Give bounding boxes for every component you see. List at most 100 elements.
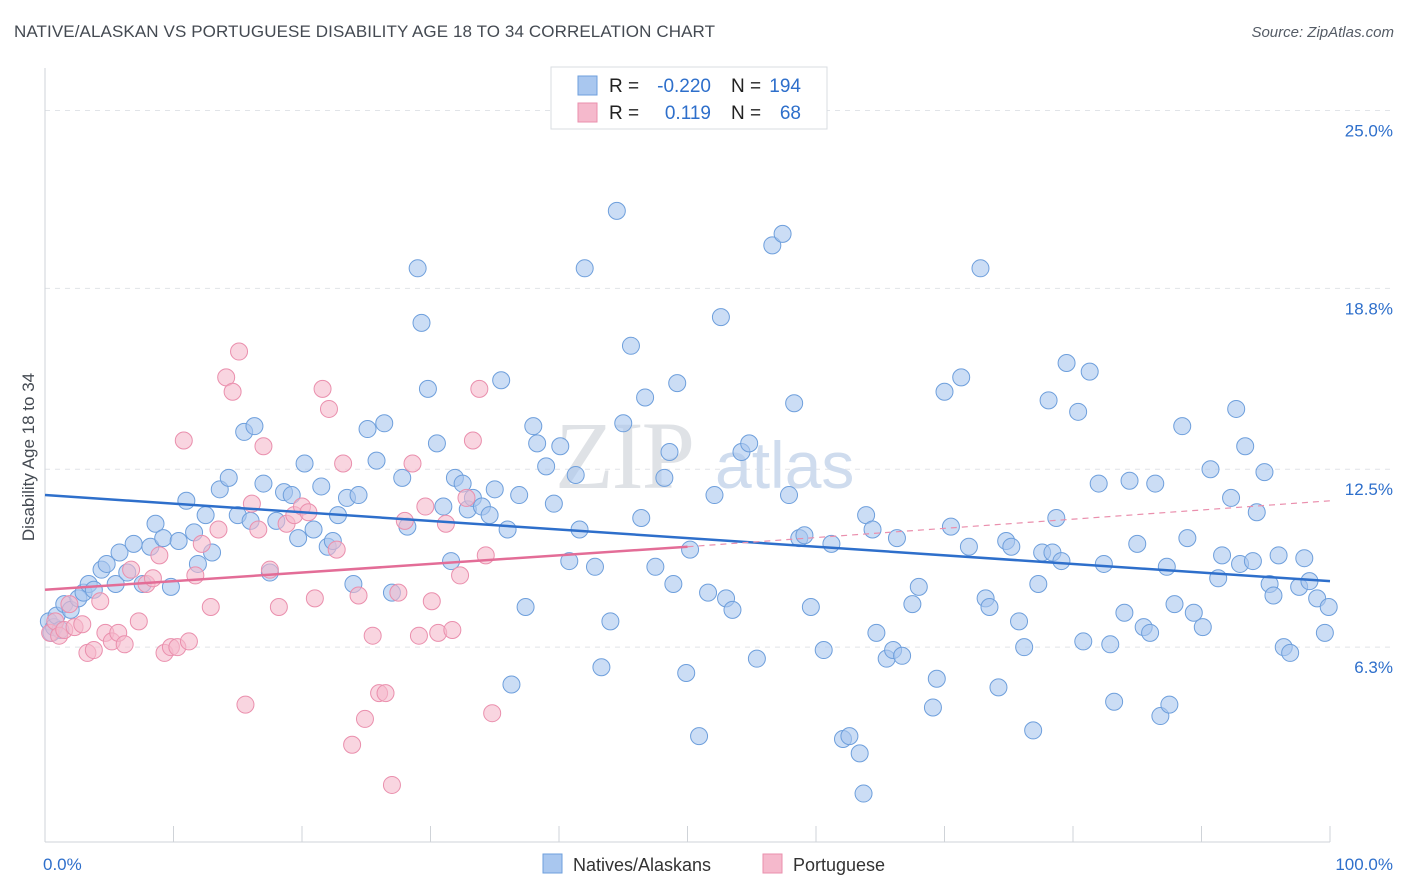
- portuguese-point: [91, 592, 110, 611]
- portuguese-point: [319, 399, 338, 418]
- natives-point: [492, 371, 511, 390]
- trendline-natives: [44, 493, 1331, 583]
- natives-point: [1264, 586, 1283, 605]
- natives-point: [146, 514, 165, 533]
- legend-label-portuguese[interactable]: Portuguese: [793, 855, 885, 875]
- portuguese-point: [230, 342, 249, 361]
- natives-point: [1319, 597, 1338, 616]
- natives-point: [621, 336, 640, 355]
- portuguese-point: [84, 641, 103, 660]
- y-axis-label-group: Disability Age 18 to 34: [19, 373, 38, 541]
- natives-point: [1105, 692, 1124, 711]
- natives-point: [773, 224, 792, 243]
- stats-r-value-portuguese: 0.119: [665, 103, 711, 124]
- natives-point: [1015, 638, 1034, 657]
- natives-point: [1080, 362, 1099, 381]
- natives-point: [601, 612, 620, 631]
- portuguese-point: [422, 592, 441, 611]
- y-tick-label: 25.0%: [1345, 121, 1393, 140]
- natives-point: [1094, 554, 1113, 573]
- natives-point: [1057, 354, 1076, 373]
- natives-point: [664, 575, 683, 594]
- natives-point: [1184, 603, 1203, 622]
- natives-point: [510, 486, 529, 505]
- natives-point: [1146, 474, 1165, 493]
- natives-point: [822, 534, 841, 553]
- portuguese-point: [376, 684, 395, 703]
- stats-r-label-portuguese: R =: [609, 103, 639, 124]
- natives-point: [592, 658, 611, 677]
- natives-point: [528, 434, 547, 453]
- natives-point: [1074, 632, 1093, 651]
- natives-point: [110, 543, 129, 562]
- natives-point: [1069, 402, 1088, 421]
- portuguese-point: [249, 520, 268, 539]
- natives-point: [854, 784, 873, 803]
- natives-point: [312, 477, 331, 496]
- natives-point: [434, 497, 453, 516]
- natives-point: [544, 494, 563, 513]
- natives-point: [681, 540, 700, 559]
- natives-point: [1295, 549, 1314, 568]
- natives-point: [1173, 417, 1192, 436]
- natives-point: [1141, 623, 1160, 642]
- portuguese-point: [305, 589, 324, 608]
- natives-point: [903, 595, 922, 614]
- portuguese-point: [470, 379, 489, 398]
- bottom-legend: Natives/Alaskans Portuguese: [542, 853, 885, 875]
- legend-swatch-natives[interactable]: [542, 853, 563, 874]
- natives-point: [1178, 529, 1197, 548]
- natives-point: [485, 480, 504, 499]
- natives-point: [632, 509, 651, 528]
- natives-point: [1201, 460, 1220, 479]
- natives-point: [952, 368, 971, 387]
- portuguese-point: [174, 431, 193, 450]
- natives-point: [427, 434, 446, 453]
- natives-point: [1269, 546, 1288, 565]
- natives-point: [169, 531, 188, 550]
- natives-point: [927, 669, 946, 688]
- portuguese-point: [186, 566, 205, 585]
- natives-point: [795, 526, 814, 545]
- natives-point: [1255, 463, 1274, 482]
- legend-label-natives[interactable]: Natives/Alaskans: [573, 855, 711, 875]
- portuguese-point: [403, 454, 422, 473]
- natives-point: [1243, 552, 1262, 571]
- natives-point: [780, 486, 799, 505]
- natives-point: [923, 698, 942, 717]
- natives-point: [1193, 618, 1212, 637]
- natives-point: [989, 678, 1008, 697]
- natives-point: [840, 727, 859, 746]
- natives-point: [763, 236, 782, 255]
- natives-point: [480, 506, 499, 525]
- natives-point: [498, 520, 517, 539]
- portuguese-point: [327, 540, 346, 559]
- portuguese-point: [389, 583, 408, 602]
- natives-point: [1236, 437, 1255, 456]
- natives-point: [566, 465, 585, 484]
- natives-point: [740, 434, 759, 453]
- portuguese-point: [129, 612, 148, 631]
- portuguese-point: [451, 566, 470, 585]
- trend-lines: [44, 493, 1331, 592]
- natives-point: [723, 600, 742, 619]
- portuguese-point: [115, 635, 134, 654]
- natives-point: [551, 437, 570, 456]
- natives-point: [524, 417, 543, 436]
- portuguese-point: [73, 615, 92, 634]
- natives-point: [1002, 537, 1021, 556]
- natives-point: [367, 451, 386, 470]
- natives-point: [1010, 612, 1029, 631]
- stats-swatch-natives: [577, 75, 598, 96]
- y-tick-label: 12.5%: [1345, 480, 1393, 499]
- legend-swatch-portuguese[interactable]: [762, 853, 783, 874]
- natives-point: [154, 529, 173, 548]
- portuguese-point: [313, 379, 332, 398]
- natives-point: [863, 520, 882, 539]
- portuguese-point: [254, 437, 273, 456]
- portuguese-point: [457, 488, 476, 507]
- natives-point: [1120, 471, 1139, 490]
- stats-n-label-natives: N =: [731, 76, 761, 97]
- natives-point: [1052, 552, 1071, 571]
- portuguese-point: [269, 597, 288, 616]
